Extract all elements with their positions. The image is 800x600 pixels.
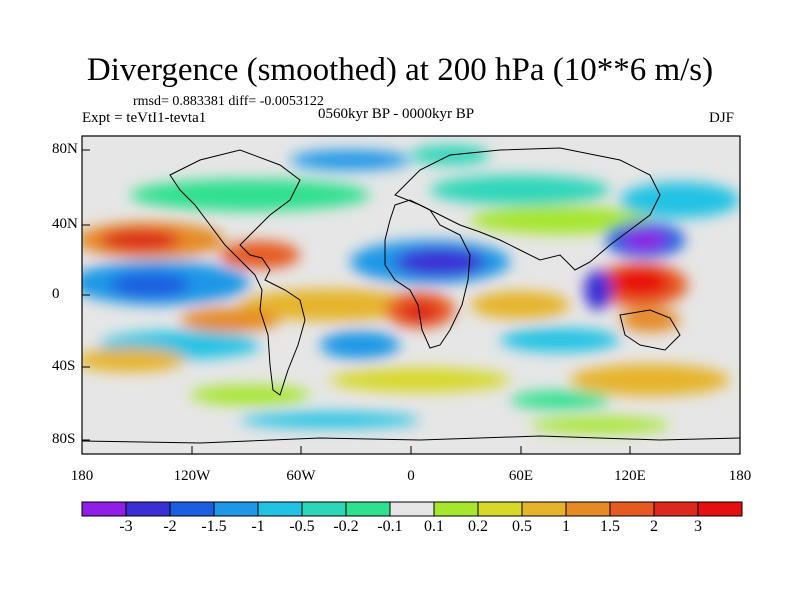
americas-coastline bbox=[169, 149, 306, 396]
field-blob bbox=[570, 364, 730, 396]
colorbar-cell bbox=[653, 501, 699, 517]
colorbar-label: 1.5 bbox=[600, 518, 620, 535]
colorbar-label: 1 bbox=[562, 518, 570, 535]
field-blob bbox=[530, 417, 670, 433]
colorbar-label: -0.1 bbox=[377, 518, 403, 535]
field-blob bbox=[623, 230, 667, 250]
field-blob bbox=[402, 302, 438, 322]
colorbar-cell bbox=[697, 501, 743, 517]
field-blob bbox=[240, 289, 420, 321]
lon-tick-label: 120E bbox=[614, 468, 646, 484]
colorbar-cell bbox=[125, 501, 171, 517]
coastlines bbox=[82, 147, 740, 444]
colorbar-cell bbox=[609, 501, 655, 517]
field-blob bbox=[110, 272, 190, 298]
field-blob bbox=[430, 175, 610, 205]
colorbar-label: -0.2 bbox=[333, 518, 359, 535]
lon-tick-label: 0 bbox=[407, 468, 415, 484]
field-blob bbox=[610, 268, 670, 296]
colorbar-cell bbox=[477, 501, 523, 517]
lat-tick-label: 0 bbox=[52, 286, 60, 302]
field-blob bbox=[620, 308, 680, 332]
colorbar-label: 0.2 bbox=[468, 518, 488, 535]
field-blob bbox=[470, 206, 650, 234]
field-blob bbox=[100, 229, 180, 251]
africa-coastline bbox=[384, 199, 471, 349]
colorbar-cell bbox=[565, 501, 611, 517]
stats-text: rmsd= 0.883381 diff= -0.0053122 bbox=[133, 94, 324, 109]
lat-tick-label: 80S bbox=[52, 431, 76, 447]
colorbar-label: 3 bbox=[694, 518, 702, 535]
colorbar-cell bbox=[213, 501, 259, 517]
colorbar-cell bbox=[345, 501, 391, 517]
lon-tick-label: 60W bbox=[286, 468, 316, 484]
australia-coastline bbox=[619, 309, 681, 351]
colorbar-label: -2 bbox=[163, 518, 177, 535]
colorbar-cell bbox=[257, 501, 303, 517]
colorbar-cell bbox=[169, 501, 215, 517]
colorbar-cell bbox=[81, 501, 127, 517]
colorbar bbox=[81, 501, 743, 517]
colorbar-cell bbox=[433, 501, 479, 517]
field-blob bbox=[82, 348, 185, 372]
colorbar-label: -3 bbox=[119, 518, 133, 535]
divergence-field bbox=[82, 136, 740, 454]
field-blob bbox=[190, 385, 310, 405]
colorbar-label: 2 bbox=[650, 518, 658, 535]
colorbar-cell bbox=[521, 501, 567, 517]
field-blob bbox=[584, 270, 612, 310]
lat-tick-label: 40N bbox=[52, 216, 78, 232]
field-blob bbox=[470, 291, 570, 319]
lat-tick-label: 40S bbox=[52, 358, 76, 374]
field-blob bbox=[180, 308, 280, 332]
field-blob bbox=[330, 368, 510, 392]
field-blob bbox=[620, 182, 740, 218]
field-blob bbox=[500, 328, 620, 352]
field-blob bbox=[395, 248, 485, 276]
colorbar-label: 0.1 bbox=[424, 518, 444, 535]
field-blob bbox=[130, 179, 370, 211]
season-label: DJF bbox=[709, 110, 735, 126]
colorbar-cell bbox=[301, 501, 347, 517]
colorbar-label: 0.5 bbox=[512, 518, 532, 535]
lon-tick-label: 60E bbox=[508, 468, 534, 484]
lat-tick-label: 80N bbox=[52, 141, 78, 157]
period-label: 0560kyr BP - 0000kyr BP bbox=[318, 106, 475, 122]
experiment-label: Expt = teVtI1-tevta1 bbox=[82, 110, 207, 126]
page-title: Divergence (smoothed) at 200 hPa (10**6 … bbox=[86, 52, 714, 88]
field-blob bbox=[240, 412, 420, 428]
field-blob bbox=[320, 331, 400, 359]
field-blob bbox=[220, 241, 300, 269]
colorbar-cell bbox=[389, 501, 435, 517]
antarctica-coastline bbox=[82, 435, 740, 444]
lon-tick-label: 180 bbox=[70, 468, 94, 484]
lon-tick-label: 120W bbox=[173, 468, 211, 484]
colorbar-label: -1 bbox=[251, 518, 265, 535]
field-blob bbox=[290, 150, 410, 170]
axis-ticks bbox=[81, 149, 741, 454]
eurasia-coastline bbox=[394, 147, 661, 271]
lon-tick-label: 180 bbox=[728, 468, 752, 484]
field-blob bbox=[510, 391, 610, 409]
colorbar-label: -0.5 bbox=[289, 518, 315, 535]
colorbar-label: -1.5 bbox=[201, 518, 227, 535]
